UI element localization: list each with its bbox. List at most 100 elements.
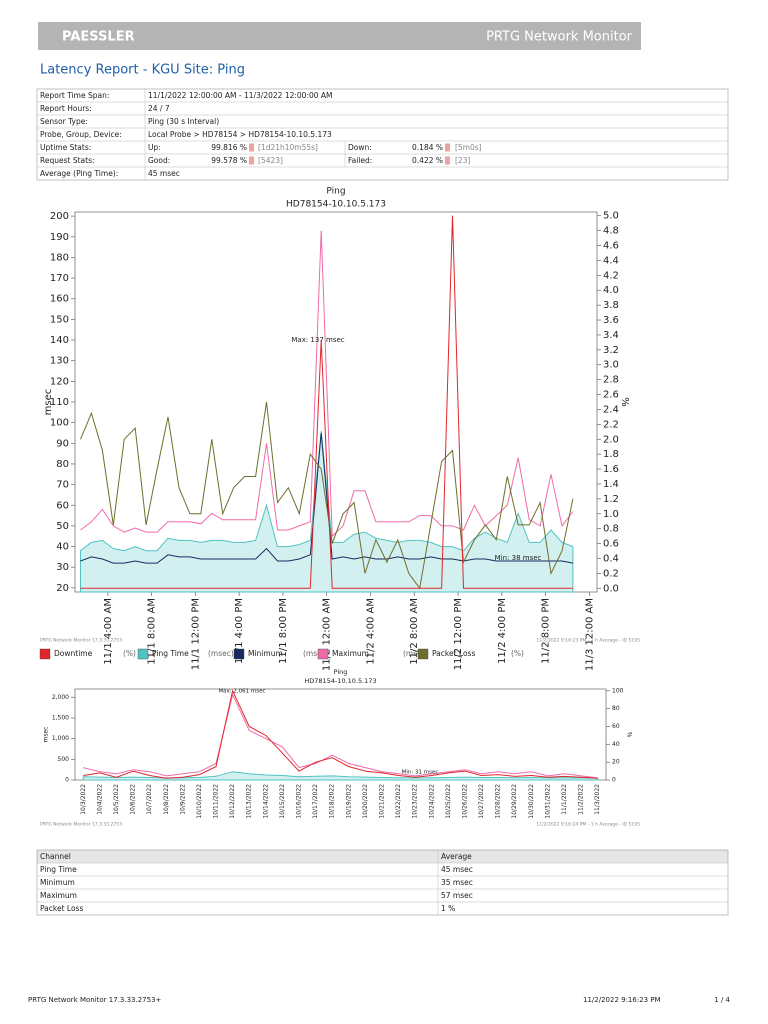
y2-tick-label: 3.8 [603,300,619,311]
y2-tick-label: 1.8 [603,449,619,460]
plot-frame [74,688,607,781]
channel-cell: 57 msec [441,891,473,900]
y-axis-label: msec [43,727,50,743]
y2-tick-label: 3.0 [603,360,619,371]
y-axis-label: msec [43,389,54,416]
info-value: 11/1/2022 12:00:00 AM - 11/3/2022 12:00:… [148,91,333,100]
y-tick-label: 200 [50,211,69,222]
y2-tick-label: 0.0 [603,583,619,594]
y-tick-label: 130 [50,356,69,367]
stat-bar [249,156,254,165]
y-tick-label: 1,500 [52,714,69,721]
x-tick-label: 10/11/2022 [213,784,220,819]
info-value: 24 / 7 [148,104,170,113]
line [80,230,574,538]
y2-tick-label: 60 [612,723,620,730]
x-tick-label: 11/2 4:00 PM [497,598,508,664]
footer-right: 1 / 4 [714,996,730,1004]
y2-tick-label: 4.0 [603,285,619,296]
annotation: Min: 38 msec [495,554,542,562]
y2-tick-label: 2.6 [603,390,619,401]
annotation: Max: 137 msec [291,336,344,344]
x-tick-label: 10/24/2022 [428,784,435,819]
chart-source: PRTG Network Monitor 17.3.33.2753 [40,638,122,644]
x-tick-label: 11/1 8:00 PM [278,598,289,664]
x-tick-label: 11/2 8:00 AM [409,598,420,665]
info-label: Sensor Type: [40,117,88,126]
info-cell: Failed: [348,156,372,165]
legend-swatch [39,648,51,660]
annotation: Min: 31 msec [402,770,439,776]
x-tick-label: 10/14/2022 [262,784,269,819]
y2-tick-label: 1.0 [603,509,619,520]
y2-axis-label: % [626,732,633,738]
y-tick-label: 20 [56,583,69,594]
info-cell: Down: [348,143,372,152]
info-cell: [23] [455,156,470,165]
y2-tick-label: 0 [612,777,616,784]
line [80,432,573,564]
y2-tick-label: 80 [612,705,620,712]
x-tick-label: 10/10/2022 [196,784,203,819]
y2-tick-label: 4.2 [603,270,619,281]
legend-swatch [233,648,245,660]
chart-title: Ping [326,187,345,197]
x-tick-label: 11/3/2022 [594,784,601,815]
legend-name: Minimum [248,649,283,658]
legend-name: Packet Loss [432,649,475,658]
x-tick-label: 10/16/2022 [296,784,303,819]
y2-tick-label: 4.8 [603,226,619,237]
stat-bar [445,156,450,165]
legend-unit: (msec) [403,649,429,658]
info-cell: Request Stats: [40,156,95,165]
legend-unit: (%) [123,649,136,658]
legend-name: Ping Time [152,649,189,658]
x-tick-label: 10/13/2022 [246,784,253,819]
x-tick-label: 11/1 12:00 PM [190,598,201,670]
info-value: Local Probe > HD78154 > HD78154-10.10.5.… [148,130,332,139]
info-cell: 99.816 % [211,143,247,152]
y2-tick-label: 3.4 [603,330,619,341]
stat-bar [249,143,254,152]
channel-cell: Packet Loss [40,904,83,913]
channel-header-bg [37,850,728,863]
info-label: Probe, Group, Device: [40,130,122,139]
x-tick-label: 10/19/2022 [345,784,352,819]
x-tick-label: 11/2 4:00 AM [365,598,376,665]
info-value: 45 msec [148,169,180,178]
channel-table [36,849,729,916]
y-tick-label: 150 [50,314,69,325]
x-tick-label: 10/5/2022 [113,784,120,815]
legend-name: Maximum [332,649,369,658]
info-cell: [5m0s] [455,143,482,152]
y2-tick-label: 4.6 [603,241,619,252]
y-tick-label: 2,000 [52,694,69,701]
x-tick-label: 10/25/2022 [445,784,452,819]
x-tick-label: 10/15/2022 [279,784,286,819]
y-tick-label: 500 [58,756,70,763]
y-tick-label: 190 [50,232,69,243]
legend-unit: (msec) [303,649,329,658]
legend-name: Downtime [54,649,93,658]
x-tick-label: 10/30/2022 [528,784,535,819]
info-cell: [5423] [258,156,283,165]
line [80,401,574,590]
x-tick-label: 10/4/2022 [96,784,103,815]
x-tick-label: 10/27/2022 [478,784,485,819]
y-tick-label: 90 [56,438,69,449]
x-tick-label: 10/12/2022 [229,784,236,819]
y2-tick-label: 2.0 [603,434,619,445]
legend-swatch [317,648,329,660]
y2-tick-label: 0.8 [603,524,619,535]
y-tick-label: 170 [50,273,69,284]
info-label: Report Time Span: [40,91,109,100]
y-tick-label: 1,000 [52,735,69,742]
y-tick-label: 160 [50,294,69,305]
stat-bar [445,143,450,152]
x-tick-label: 10/23/2022 [412,784,419,819]
x-tick-label: 11/1 4:00 PM [234,598,245,664]
report-title: Latency Report - KGU Site: Ping [40,63,245,78]
x-tick-label: 10/26/2022 [461,784,468,819]
line [83,693,598,779]
info-cell: 0.422 % [412,156,443,165]
